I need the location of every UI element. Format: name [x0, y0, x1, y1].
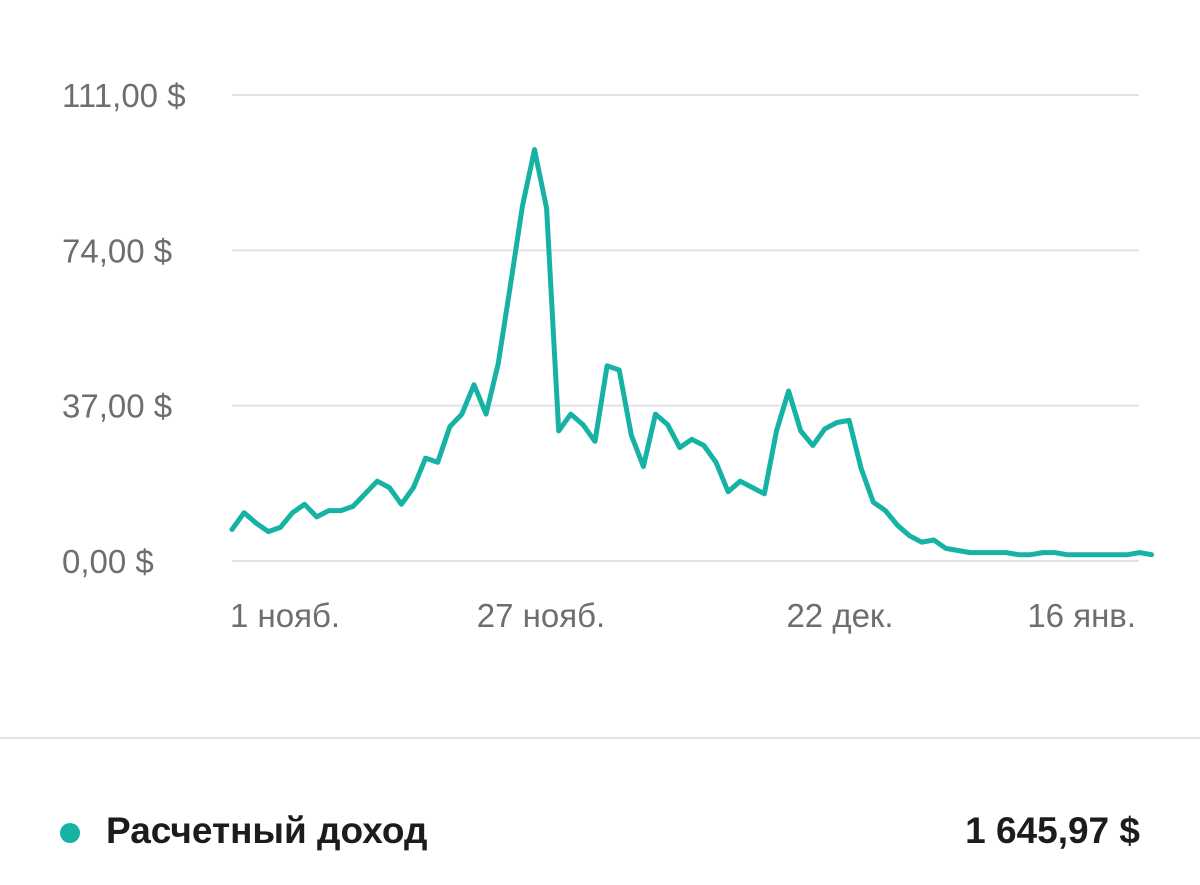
series-lines — [229, 147, 1155, 558]
x-tick-label: 1 нояб. — [230, 597, 340, 634]
series-line — [229, 147, 1155, 558]
y-tick-label: 111,00 $ — [62, 77, 186, 114]
legend-row: Расчетный доход 1 645,97 $ — [0, 790, 1200, 880]
y-axis-tick-labels: 0,00 $ 37,00 $ 74,00 $ 111,00 $ — [62, 77, 186, 580]
revenue-line-chart: 0,00 $ 37,00 $ 74,00 $ 111,00 $ 1 нояб. 27 н… — [62, 77, 1155, 634]
y-tick-label: 37,00 $ — [62, 388, 172, 425]
x-tick-label: 27 нояб. — [477, 597, 605, 634]
series-color-dot — [60, 823, 80, 843]
y-tick-label: 0,00 $ — [62, 543, 154, 580]
legend-series-label: Расчетный доход — [106, 810, 428, 851]
x-axis-tick-labels: 1 нояб. 27 нояб. 22 дек. 16 янв. — [230, 597, 1136, 634]
legend-divider — [0, 737, 1200, 739]
y-tick-label: 74,00 $ — [62, 232, 172, 269]
x-tick-label: 16 янв. — [1027, 597, 1136, 634]
legend-total-value: 1 645,97 $ — [965, 810, 1140, 851]
gridlines — [232, 94, 1139, 562]
x-tick-label: 22 дек. — [786, 597, 893, 634]
